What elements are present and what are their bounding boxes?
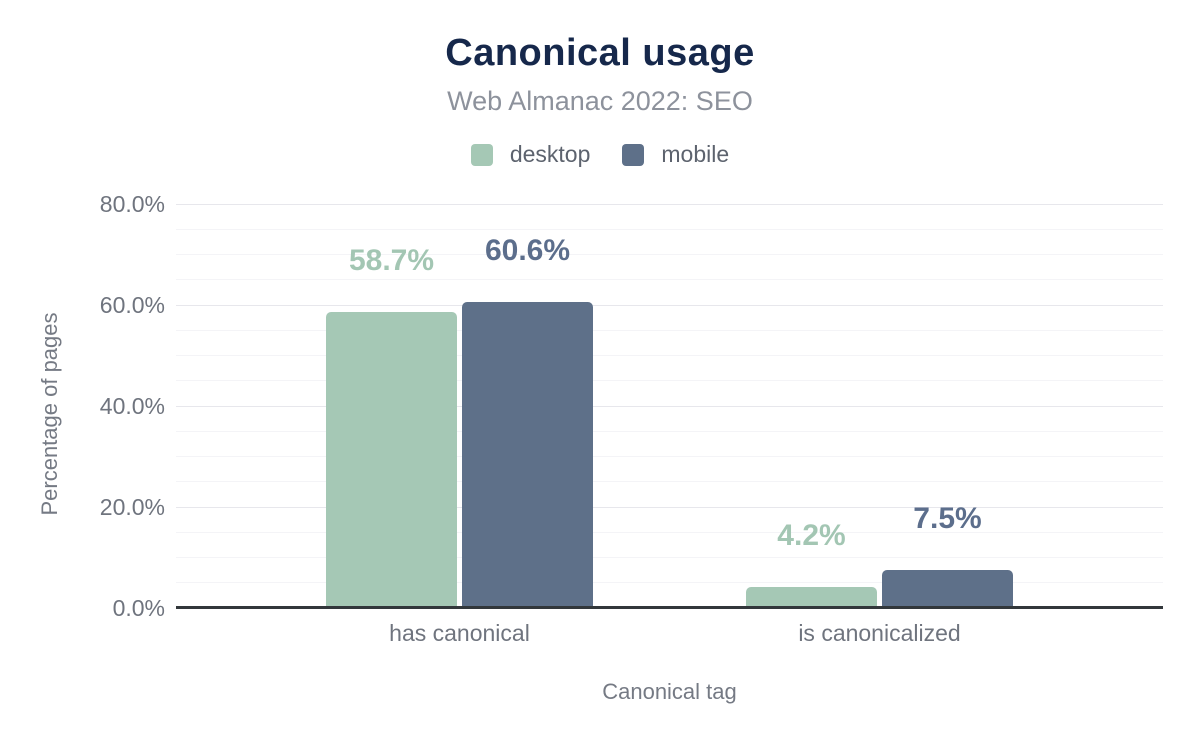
desktop-swatch-icon — [470, 143, 493, 166]
x-axis-line — [176, 606, 1163, 609]
gridline-70pct — [176, 254, 1163, 255]
chart-subtitle: Web Almanac 2022: SEO — [447, 86, 753, 116]
gridline-35pct — [176, 430, 1163, 432]
x-tick-has-canonical: has canonical — [389, 620, 530, 646]
gridline-75pct — [176, 228, 1163, 230]
mobile-swatch-icon — [622, 143, 645, 166]
gridline-30pct — [176, 456, 1163, 457]
legend-item-mobile: mobile — [622, 141, 729, 168]
y-tick-20.0%: 20.0% — [99, 494, 165, 520]
gridline-15pct — [176, 531, 1163, 533]
y-tick-40.0%: 40.0% — [99, 393, 165, 419]
gridline-10pct — [176, 557, 1163, 558]
legend-label-desktop: desktop — [509, 141, 591, 167]
x-axis-title: Canonical tag — [602, 679, 737, 704]
gridline-40pct — [176, 405, 1163, 407]
gridline-80pct — [176, 203, 1163, 205]
plot-area: 58.7% 60.6% 4.2% 7.5% — [176, 203, 1163, 609]
bar-mobile-1 — [882, 570, 1013, 608]
bar-value-label-desktop-0: 58.7% — [348, 243, 435, 277]
bar-value-label-desktop-1: 4.2% — [777, 518, 846, 552]
gridline-55pct — [176, 329, 1163, 331]
y-tick-80.0%: 80.0% — [99, 191, 165, 217]
legend-item-desktop: desktop — [470, 141, 591, 168]
chart-title: Canonical usage — [445, 32, 755, 74]
legend-label-mobile: mobile — [661, 141, 730, 167]
gridline-60pct — [176, 304, 1163, 306]
bar-value-label-mobile-1: 7.5% — [913, 502, 982, 536]
gridline-5pct — [176, 582, 1163, 584]
y-tick-0.0%: 0.0% — [112, 595, 165, 621]
y-tick-60.0%: 60.0% — [99, 292, 165, 318]
bar-mobile-0 — [462, 301, 593, 608]
bar-desktop-0 — [326, 311, 457, 608]
x-tick-is-canonicalized: is canonicalized — [798, 620, 961, 646]
bar-desktop-1 — [746, 586, 877, 608]
bar-value-label-mobile-0: 60.6% — [484, 233, 571, 267]
gridline-50pct — [176, 355, 1163, 356]
gridline-65pct — [176, 279, 1163, 281]
gridline-25pct — [176, 481, 1163, 483]
gridline-20pct — [176, 506, 1163, 508]
gridline-45pct — [176, 380, 1163, 382]
legend: desktop mobile — [0, 141, 1200, 168]
